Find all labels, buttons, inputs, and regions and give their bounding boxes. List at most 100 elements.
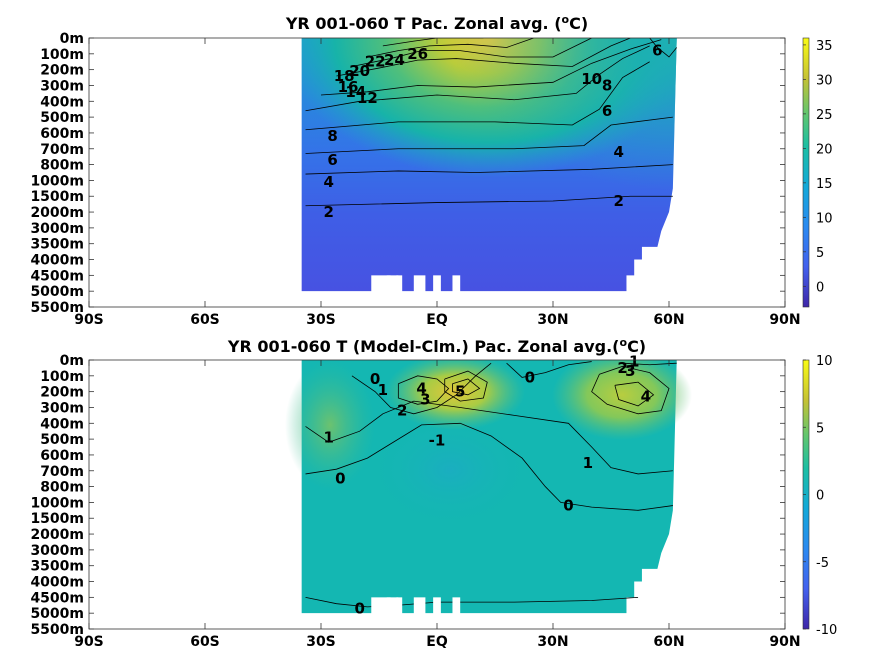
y-tick-label: 1500m [30, 189, 84, 205]
seafloor-gap [386, 275, 391, 295]
colorbar-tick-label: 20 [816, 142, 833, 157]
contour-label: 6 [602, 102, 612, 120]
contour-line [305, 116, 673, 154]
y-tick-label: 4000m [30, 253, 84, 269]
seafloor-gap [396, 275, 403, 295]
contour-label: 12 [357, 89, 378, 107]
contour-label: 22 [365, 53, 386, 71]
y-tick-label: 3500m [30, 237, 84, 253]
x-tick-label: 60S [190, 312, 220, 328]
y-tick-label: 2000m [30, 527, 84, 543]
panel2-x-ticks: 90S 60S 30S EQ 30N 60N 90N [74, 360, 801, 650]
contour-line [506, 361, 592, 378]
seafloor-gap [371, 275, 399, 295]
contour-line [591, 365, 670, 415]
y-tick-label: 100m [40, 47, 84, 63]
y-tick-label: 500m [40, 110, 84, 126]
x-tick-label: EQ [426, 312, 448, 328]
x-tick-label: 60S [190, 634, 220, 650]
seafloor-gap [433, 597, 441, 617]
colorbar-tick-label: 10 [816, 211, 833, 226]
contour-line [336, 38, 631, 77]
colorbar-tick-label: 35 [816, 39, 833, 54]
contour-label: 2 [617, 359, 627, 377]
y-tick-label: 4500m [30, 590, 84, 606]
x-tick-label: 30N [537, 312, 568, 328]
contour-line [397, 375, 450, 405]
panel1-title: YR 001-060 T Pac. Zonal avg. (oC) [285, 13, 588, 33]
panel2-y-ticks: 0m100m200m300m400m500m600m700m800m1000m1… [30, 353, 785, 638]
y-tick-label: 500m [40, 432, 84, 448]
contour-label: 10 [581, 70, 602, 88]
x-tick-label: 30S [306, 312, 336, 328]
contour-label: 18 [334, 67, 355, 85]
y-tick-label: 1000m [30, 173, 84, 189]
contour-label: 4 [641, 387, 651, 405]
panel1-x-ticks: 90S 60S 30S EQ 30N 60N 90N [74, 38, 801, 328]
y-tick-label: 200m [40, 63, 84, 79]
y-tick-label: 400m [40, 416, 84, 432]
contour-line [622, 362, 677, 366]
contour-label: 0 [525, 368, 535, 386]
contour-label: 6 [652, 42, 662, 60]
y-tick-label: 0m [60, 353, 84, 369]
x-tick-label: 90N [769, 634, 800, 650]
contour-line [305, 45, 650, 112]
contour-label: 4 [416, 379, 426, 397]
y-tick-label: 800m [40, 158, 84, 174]
contour-label: 0 [354, 599, 364, 617]
y-tick-label: 200m [40, 385, 84, 401]
contour-label: 0 [563, 497, 573, 515]
panel2-contour-lines [305, 361, 677, 608]
panel2-bathymetry-gaps [371, 597, 461, 617]
contour-line [305, 422, 673, 511]
seafloor-gap [413, 275, 426, 295]
contour-line [452, 378, 481, 396]
y-tick-label: 1500m [30, 511, 84, 527]
contour-label: 0 [370, 370, 380, 388]
contour-label: 14 [345, 83, 366, 101]
y-tick-label: 5500m [30, 300, 84, 316]
y-tick-label: 0m [60, 31, 84, 47]
x-tick-label: 30S [306, 634, 336, 650]
seafloor-gap [433, 275, 441, 295]
y-tick-label: 5000m [30, 284, 84, 300]
contour-label: 6 [327, 151, 337, 169]
y-tick-label: 5000m [30, 606, 84, 622]
seafloor-gap [452, 275, 461, 295]
contour-line [614, 381, 655, 407]
contour-label: 3 [625, 362, 635, 380]
contour-label: 16 [338, 78, 359, 96]
x-tick-label: 60N [653, 634, 684, 650]
contour-label: 4 [324, 173, 334, 191]
contour-label: 1 [583, 454, 593, 472]
contour-label: -1 [429, 432, 446, 450]
contour-line [305, 195, 673, 207]
contour-line [305, 400, 673, 475]
y-tick-label: 2000m [30, 205, 84, 221]
contour-line [351, 362, 492, 415]
panel-temperature: YR 001-060 T Pac. Zonal avg. (oC) 262422… [30, 13, 832, 328]
y-tick-label: 3000m [30, 543, 84, 559]
y-tick-label: 700m [40, 142, 84, 158]
x-tick-label: 30N [537, 634, 568, 650]
contour-line [444, 370, 488, 402]
y-tick-label: 700m [40, 464, 84, 480]
contour-line [382, 38, 484, 47]
contour-label: 26 [407, 45, 428, 63]
panel1-northeast-anomaly [301, 38, 677, 292]
x-tick-label: 90S [74, 312, 104, 328]
seafloor-gap [386, 597, 391, 617]
contour-line [367, 38, 534, 58]
panel2-negative-core [365, 410, 535, 530]
contour-label: 1 [378, 381, 388, 399]
contour-line [320, 39, 662, 96]
colorbar-tick-label: 15 [816, 177, 833, 192]
y-tick-label: 300m [40, 400, 84, 416]
colorbar-tick-label: 5 [816, 246, 824, 261]
y-tick-label: 600m [40, 448, 84, 464]
x-tick-label: 90N [769, 312, 800, 328]
